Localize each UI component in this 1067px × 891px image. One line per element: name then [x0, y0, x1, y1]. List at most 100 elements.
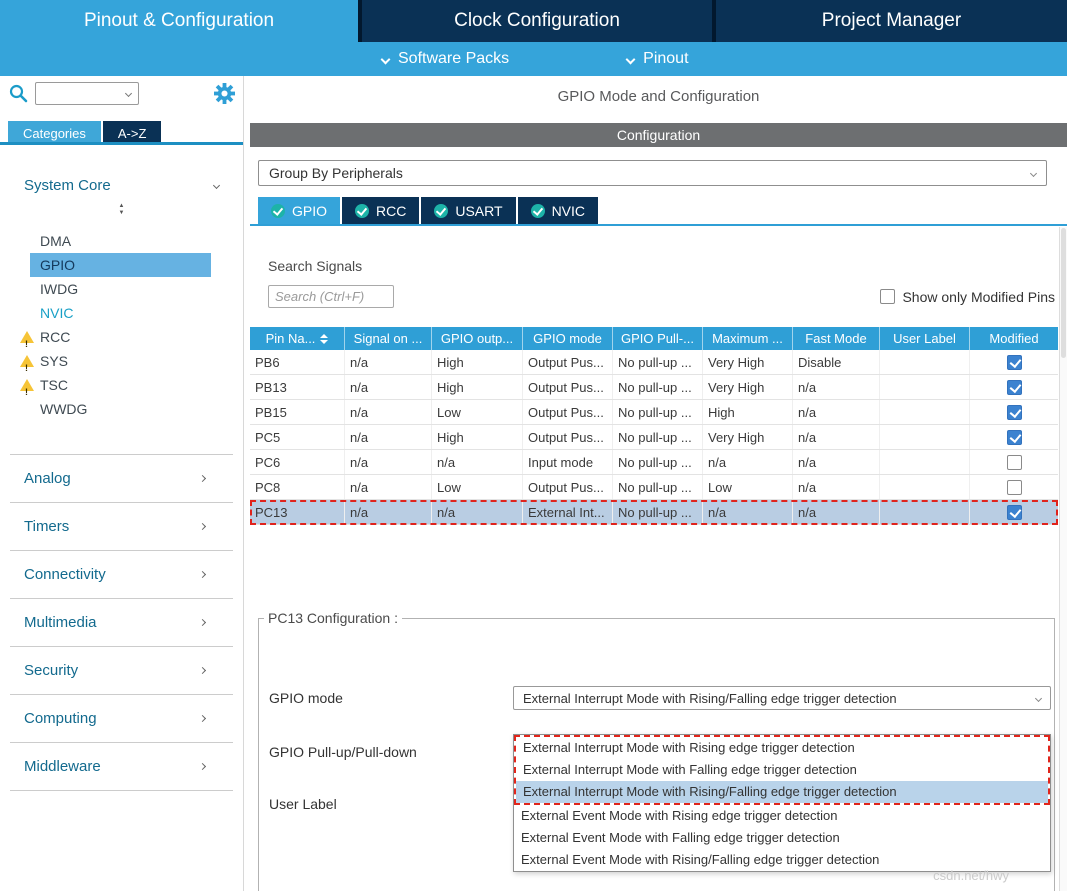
sort-icon[interactable]	[320, 333, 329, 344]
software-packs-label: Software Packs	[398, 50, 510, 67]
pinout-label: Pinout	[643, 50, 689, 67]
table-row[interactable]: PC8 n/a Low Output Pus... No pull-up ...…	[250, 475, 1058, 500]
modified-checkbox[interactable]	[1006, 379, 1022, 395]
sidebar-item-dma[interactable]: DMA	[40, 233, 72, 249]
sidebar-item-tsc[interactable]: TSC	[0, 373, 243, 404]
chevron-right-icon	[198, 570, 207, 579]
dropdown-option[interactable]: External Event Mode with Rising edge tri…	[521, 808, 838, 823]
scrollbar-thumb[interactable]	[1061, 228, 1066, 358]
col-signal[interactable]: Signal on ...	[345, 327, 432, 350]
sidebar-item-nvic[interactable]: NVIC	[40, 305, 74, 321]
category-label: Middleware	[24, 758, 101, 775]
col-gpio-mode[interactable]: GPIO mode	[523, 327, 613, 350]
settings-gear-button[interactable]	[214, 82, 235, 104]
modified-checkbox[interactable]	[1006, 354, 1022, 370]
sidebar-search-row	[0, 76, 243, 110]
peripheral-tabs: GPIO RCC USART NVIC	[250, 197, 1067, 226]
system-core-section[interactable]: System Core	[0, 173, 243, 197]
filter-row: Show only Modified Pins	[268, 285, 1055, 308]
main-panel: GPIO Mode and Configuration Configuratio…	[243, 76, 1067, 891]
user-label-label: User Label	[269, 796, 337, 812]
sidebar-item-rcc[interactable]: RCC	[0, 325, 243, 356]
software-packs-menu[interactable]: Software Packs	[380, 50, 510, 68]
col-pull[interactable]: GPIO Pull-...	[613, 327, 703, 350]
dropdown-option[interactable]: External Interrupt Mode with Rising edge…	[523, 740, 855, 755]
tab-label: NVIC	[551, 202, 586, 219]
col-modified[interactable]: Modified	[989, 331, 1039, 346]
checkbox-icon[interactable]	[880, 289, 896, 304]
sidebar-item-wwdg[interactable]: WWDG	[40, 401, 88, 417]
col-fast-mode[interactable]: Fast Mode	[793, 327, 880, 350]
tab-label: USART	[455, 202, 503, 219]
tab-clock-configuration[interactable]: Clock Configuration	[362, 0, 712, 42]
modified-checkbox[interactable]	[1006, 479, 1022, 495]
col-output-level[interactable]: GPIO outp...	[432, 327, 523, 350]
top-navigation: Pinout & Configuration Clock Configurati…	[0, 0, 1067, 42]
group-by-value: Group By Peripherals	[269, 165, 403, 181]
configuration-header: Configuration	[250, 123, 1067, 147]
tab-categories[interactable]: Categories	[8, 121, 101, 145]
system-core-list: DMA GPIO IWDG NVIC RCC SYS TSC WWDG	[0, 229, 243, 421]
tab-pinout-configuration[interactable]: Pinout & Configuration	[0, 0, 358, 42]
sidebar-item-label: TSC	[40, 377, 68, 393]
sidebar-category-multimedia[interactable]: Multimedia	[10, 599, 233, 647]
group-by-dropdown[interactable]: Group By Peripherals	[258, 160, 1047, 186]
table-row-pc13[interactable]: PC13 n/a n/a External Int... No pull-up …	[250, 500, 1058, 525]
tab-a-to-z[interactable]: A->Z	[102, 121, 162, 145]
sidebar-item-iwdg[interactable]: IWDG	[40, 281, 79, 297]
search-icon	[9, 84, 28, 103]
category-label: Multimedia	[24, 614, 97, 631]
col-pin-name[interactable]: Pin Na...	[250, 327, 345, 350]
chevron-right-icon	[198, 522, 207, 531]
pinout-menu[interactable]: Pinout	[625, 50, 689, 68]
check-circle-icon	[530, 203, 545, 218]
sidebar-item-gpio[interactable]: GPIO	[30, 253, 211, 277]
chevron-right-icon	[198, 618, 207, 627]
sidebar-category-computing[interactable]: Computing	[10, 695, 233, 743]
check-circle-icon	[355, 203, 370, 218]
dropdown-option[interactable]: External Event Mode with Rising/Falling …	[521, 852, 880, 867]
tab-gpio[interactable]: GPIO	[258, 197, 341, 224]
tab-usart[interactable]: USART	[421, 197, 516, 224]
modified-checkbox[interactable]	[1006, 504, 1022, 520]
chevron-down-icon	[212, 181, 221, 189]
system-core-label: System Core	[24, 176, 111, 194]
check-circle-icon	[271, 203, 285, 218]
dropdown-option[interactable]: External Event Mode with Falling edge tr…	[521, 830, 840, 845]
vertical-scrollbar[interactable]	[1059, 227, 1067, 891]
warning-icon	[20, 331, 34, 356]
search-signals-input[interactable]	[268, 285, 394, 308]
tab-project-manager[interactable]: Project Manager	[716, 0, 1067, 42]
modified-checkbox[interactable]	[1006, 429, 1022, 445]
gpio-mode-select[interactable]: External Interrupt Mode with Rising/Fall…	[513, 686, 1051, 710]
chevron-down-icon	[1029, 169, 1038, 177]
group-title: PC13 Configuration :	[268, 610, 398, 626]
tab-label: GPIO	[292, 202, 328, 219]
show-modified-pins-toggle[interactable]: Show only Modified Pins	[880, 289, 1055, 305]
sidebar-category-connectivity[interactable]: Connectivity	[10, 551, 233, 599]
sidebar-item-sys[interactable]: SYS	[0, 349, 243, 380]
sidebar-category-analog[interactable]: Analog	[10, 455, 233, 503]
table-row[interactable]: PB13 n/a High Output Pus... No pull-up .…	[250, 375, 1058, 400]
modified-checkbox[interactable]	[1006, 404, 1022, 420]
search-dropdown[interactable]	[35, 81, 139, 105]
sidebar-category-timers[interactable]: Timers	[10, 503, 233, 551]
tab-rcc[interactable]: RCC	[342, 197, 420, 224]
table-row[interactable]: PB15 n/a Low Output Pus... No pull-up ..…	[250, 400, 1058, 425]
col-maximum[interactable]: Maximum ...	[703, 327, 793, 350]
dropdown-option[interactable]: External Interrupt Mode with Rising/Fall…	[516, 781, 1048, 803]
page-title: GPIO Mode and Configuration	[557, 88, 760, 105]
dropdown-option[interactable]: External Interrupt Mode with Falling edg…	[523, 762, 857, 777]
modified-checkbox[interactable]	[1006, 454, 1022, 470]
col-user-label[interactable]: User Label	[880, 327, 970, 350]
gpio-mode-value: External Interrupt Mode with Rising/Fall…	[523, 690, 897, 706]
tab-nvic[interactable]: NVIC	[517, 197, 599, 224]
table-row[interactable]: PB6 n/a High Output Pus... No pull-up ..…	[250, 350, 1058, 375]
sidebar-category-security[interactable]: Security	[10, 647, 233, 695]
peripherals-sidebar: Categories A->Z System Core ▲ ▼ DMA GPIO …	[0, 76, 243, 891]
scroll-spinner-icon[interactable]: ▲ ▼	[118, 203, 125, 216]
table-row[interactable]: PC5 n/a High Output Pus... No pull-up ..…	[250, 425, 1058, 450]
table-row[interactable]: PC6 n/a n/a Input mode No pull-up ... n/…	[250, 450, 1058, 475]
category-label: Connectivity	[24, 566, 106, 583]
sidebar-category-middleware[interactable]: Middleware	[10, 743, 233, 791]
